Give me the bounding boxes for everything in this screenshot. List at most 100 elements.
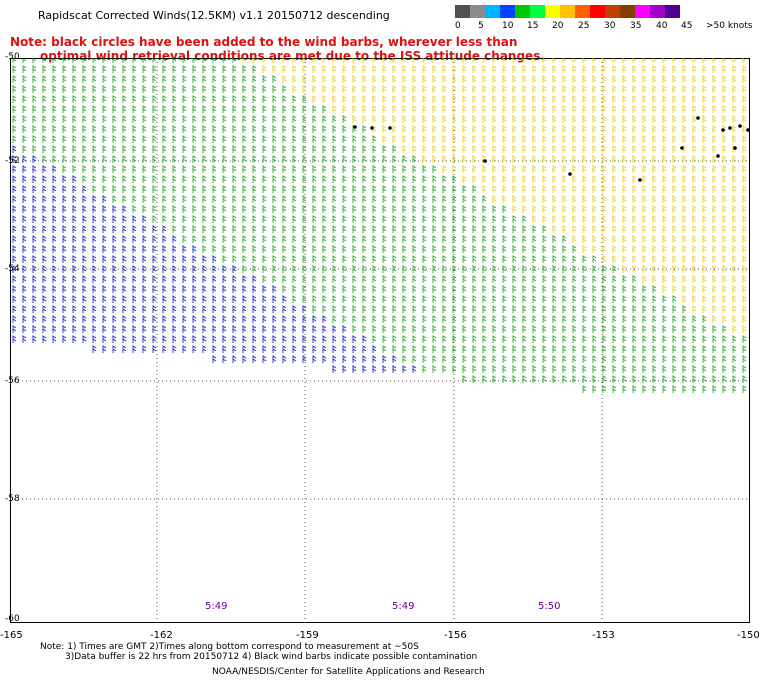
- wind-barb: [142, 315, 147, 323]
- wind-barb: [542, 295, 547, 303]
- wind-barb: [132, 115, 137, 123]
- wind-barb: [202, 155, 207, 163]
- wind-barb: [382, 355, 387, 363]
- wind-barb: [352, 165, 357, 173]
- wind-barb: [292, 305, 297, 313]
- wind-barb: [402, 145, 407, 153]
- wind-barb: [132, 95, 137, 103]
- wind-barb: [232, 255, 237, 263]
- wind-barb: [632, 365, 637, 373]
- wind-barb: [232, 175, 237, 183]
- wind-barb: [322, 115, 327, 123]
- wind-barb: [102, 285, 107, 293]
- wind-barb: [342, 85, 347, 93]
- wind-barb: [632, 335, 637, 343]
- wind-barb: [292, 125, 297, 133]
- wind-barb: [232, 75, 237, 83]
- wind-barb: [472, 135, 477, 143]
- wind-barb: [602, 65, 607, 73]
- wind-barb: [422, 175, 427, 183]
- wind-barb: [702, 275, 707, 283]
- wind-barb: [502, 105, 507, 113]
- wind-barb: [292, 155, 297, 163]
- wind-barb: [62, 115, 67, 123]
- wind-barb: [332, 155, 337, 163]
- wind-barb: [342, 275, 347, 283]
- wind-barb: [492, 365, 497, 373]
- wind-barb: [522, 365, 527, 373]
- wind-barb: [242, 325, 247, 333]
- wind-barb: [152, 275, 157, 283]
- wind-barb: [282, 345, 287, 353]
- wind-barb: [662, 265, 667, 273]
- wind-barb: [262, 195, 267, 203]
- wind-barb: [692, 85, 697, 93]
- wind-barb: [572, 115, 577, 123]
- wind-barb: [592, 355, 597, 363]
- wind-barb: [202, 235, 207, 243]
- wind-barb: [722, 115, 727, 123]
- wind-barb: [242, 245, 247, 253]
- wind-barb: [82, 305, 87, 313]
- wind-barb: [432, 165, 437, 173]
- wind-barb: [152, 95, 157, 103]
- wind-barb: [112, 295, 117, 303]
- wind-barb: [432, 335, 437, 343]
- wind-barb: [472, 205, 477, 213]
- wind-barb: [282, 285, 287, 293]
- wind-barb: [542, 325, 547, 333]
- wind-barb: [282, 275, 287, 283]
- wind-barb: [702, 215, 707, 223]
- wind-barb: [162, 165, 167, 173]
- wind-barb: [202, 215, 207, 223]
- wind-barb: [62, 135, 67, 143]
- wind-barb: [192, 295, 197, 303]
- wind-barb: [322, 215, 327, 223]
- colorbar-label: 30: [604, 21, 616, 31]
- wind-barb: [582, 255, 587, 263]
- wind-barb: [642, 365, 647, 373]
- wind-barb: [482, 185, 487, 193]
- wind-barb: [42, 75, 47, 83]
- wind-barb: [492, 305, 497, 313]
- wind-barb: [102, 65, 107, 73]
- wind-barb: [442, 185, 447, 193]
- wind-barb: [532, 295, 537, 303]
- wind-barb: [22, 335, 27, 343]
- wind-barb: [692, 95, 697, 103]
- colorbar-label: 0: [455, 21, 461, 31]
- wind-barb: [202, 125, 207, 133]
- wind-barb: [302, 355, 307, 363]
- wind-barb: [92, 105, 97, 113]
- wind-barb: [212, 315, 217, 323]
- wind-barb: [232, 165, 237, 173]
- wind-barb: [322, 58, 327, 63]
- wind-barb: [592, 135, 597, 143]
- wind-barb: [652, 325, 657, 333]
- wind-barb: [452, 315, 457, 323]
- wind-barb: [262, 145, 267, 153]
- wind-barb: [272, 355, 277, 363]
- wind-barb: [592, 375, 597, 383]
- wind-barb: [242, 75, 247, 83]
- wind-barb: [502, 305, 507, 313]
- wind-barb: [72, 175, 77, 183]
- wind-barb: [152, 215, 157, 223]
- wind-barb: [652, 85, 657, 93]
- wind-barb: [672, 125, 677, 133]
- wind-barb: [412, 145, 417, 153]
- wind-barb: [442, 205, 447, 213]
- wind-barb: [82, 135, 87, 143]
- wind-barb: [252, 185, 257, 193]
- wind-barb: [52, 245, 57, 253]
- wind-barb: [352, 58, 357, 63]
- wind-barb: [592, 275, 597, 283]
- wind-barb: [712, 205, 717, 213]
- wind-barb: [572, 58, 577, 63]
- wind-barb: [142, 265, 147, 273]
- wind-barb: [672, 335, 677, 343]
- wind-barb: [372, 135, 377, 143]
- wind-barb: [702, 365, 707, 373]
- wind-barb: [622, 285, 627, 293]
- wind-barb: [392, 75, 397, 83]
